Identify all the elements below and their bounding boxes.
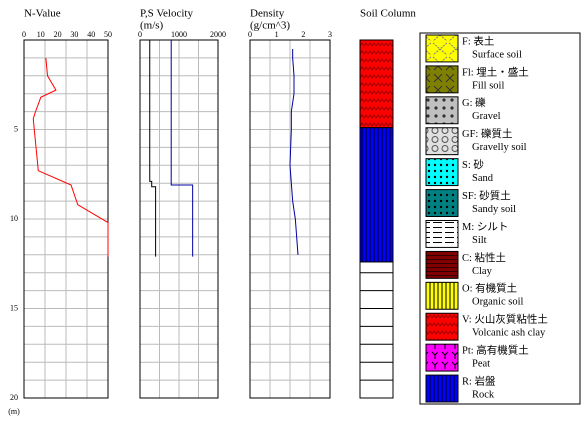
legend-swatch [425, 127, 459, 156]
data-line [149, 40, 157, 257]
legend-swatch [425, 312, 459, 341]
legend-label: M: シルト [462, 222, 508, 233]
panel-subtitle: (g/cm^3) [250, 20, 290, 32]
panel-title: Soil Column [360, 8, 416, 20]
legend-label: V: 火山灰質粘性土 [462, 313, 548, 326]
x-tick-label: 40 [87, 30, 95, 39]
legend-sublabel: Peat [472, 359, 490, 370]
x-tick-label: 50 [104, 30, 112, 39]
x-tick-label: 3 [328, 30, 332, 39]
plot-frame [23, 39, 109, 399]
legend-sublabel: Surface soil [472, 49, 522, 60]
plot-frame [249, 39, 331, 399]
legend-swatch [425, 220, 459, 248]
depth-tick-label: 10 [10, 214, 18, 223]
panel-title: Density [250, 8, 285, 20]
data-line [170, 40, 194, 257]
plot-frame [139, 39, 219, 399]
legend-label: S: 砂 [462, 158, 484, 171]
legend-sublabel: Silt [472, 235, 487, 246]
data-line [32, 57, 109, 257]
legend-sublabel: Gravel [472, 111, 501, 122]
legend-box [419, 32, 581, 405]
legend-sublabel: Gravelly soil [472, 142, 527, 153]
legend-swatch [425, 374, 459, 403]
x-tick-label: 1 [275, 30, 279, 39]
legend-label: G: 礫 [462, 96, 486, 109]
legend-swatch [425, 34, 459, 63]
depth-tick-label: 20 [10, 393, 18, 402]
depth-unit: (m) [8, 407, 20, 416]
legend-label: Pt: 高有機質土 [462, 344, 529, 357]
soil-layer [359, 39, 394, 129]
legend-sublabel: Organic soil [472, 297, 524, 308]
x-tick-label: 0 [138, 30, 142, 39]
data-line [289, 48, 299, 255]
legend-swatch [425, 96, 459, 125]
soil-layer [359, 127, 394, 263]
panel-title: P,S Velocity [140, 8, 193, 20]
panel-title: N-Value [24, 8, 61, 20]
legend-label: F: 表土 [462, 34, 494, 47]
x-tick-label: 0 [22, 30, 26, 39]
x-tick-label: 0 [248, 30, 252, 39]
depth-tick-label: 5 [14, 124, 18, 133]
legend-sublabel: Rock [472, 389, 495, 400]
x-tick-label: 20 [54, 30, 62, 39]
legend-swatch [425, 281, 459, 310]
legend-label: C: 粘性土 [462, 251, 506, 264]
x-tick-label: 2 [301, 30, 305, 39]
legend-swatch [425, 189, 459, 217]
legend-swatch [425, 158, 459, 187]
panel-subtitle: (m/s) [140, 20, 164, 32]
legend-label: SF: 砂質土 [462, 189, 511, 202]
legend-sublabel: Clay [472, 266, 493, 277]
legend-label: Fl: 埋土・盛土 [462, 65, 529, 78]
depth-tick-label: 15 [10, 303, 18, 312]
legend-sublabel: Sandy soil [472, 204, 516, 215]
x-tick-label: 2000 [210, 30, 226, 39]
legend-swatch [425, 65, 459, 94]
legend-label: GF: 礫質土 [462, 127, 512, 140]
x-tick-label: 30 [70, 30, 78, 39]
column-frame [359, 39, 394, 399]
legend-label: O: 有機質土 [462, 282, 517, 295]
legend-label: R: 岩盤 [462, 374, 496, 387]
x-tick-label: 1000 [171, 30, 187, 39]
legend-sublabel: Sand [472, 173, 494, 184]
legend-swatch [425, 250, 459, 279]
x-tick-label: 10 [37, 30, 45, 39]
legend-sublabel: Volcanic ash clay [472, 328, 546, 339]
legend-sublabel: Fill soil [472, 80, 504, 91]
legend-swatch [425, 343, 459, 372]
